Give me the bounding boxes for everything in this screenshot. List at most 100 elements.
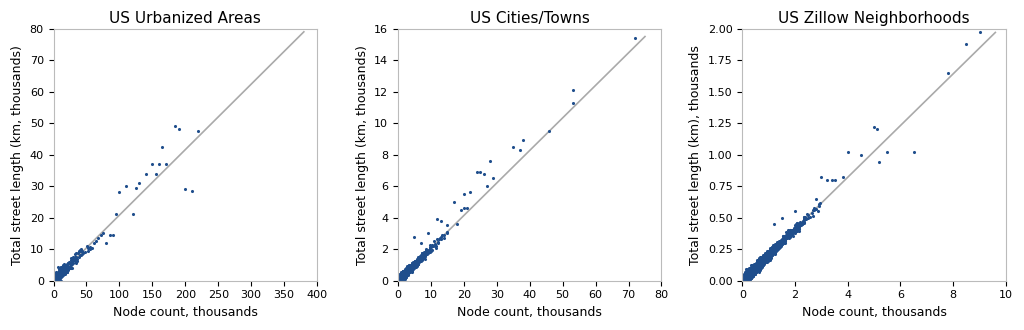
Point	[754, 255, 770, 260]
Point	[393, 271, 410, 277]
Point	[740, 274, 757, 279]
Point	[394, 271, 411, 276]
Point	[67, 256, 83, 261]
Point	[744, 271, 761, 277]
Point	[743, 268, 760, 273]
Point	[734, 278, 751, 283]
Point	[753, 258, 769, 263]
Point	[398, 267, 415, 272]
Point	[763, 255, 779, 260]
Point	[740, 273, 757, 278]
Point	[738, 275, 755, 280]
Point	[787, 229, 804, 234]
Point	[744, 267, 761, 273]
Point	[775, 240, 792, 245]
Point	[410, 259, 426, 265]
Point	[397, 270, 414, 275]
Point	[746, 265, 763, 270]
Point	[757, 254, 773, 260]
Point	[781, 232, 798, 237]
Point	[190, 128, 207, 134]
Point	[737, 276, 754, 281]
Point	[739, 274, 756, 279]
Point	[736, 272, 753, 278]
Point	[738, 278, 755, 283]
Point	[735, 278, 752, 283]
Point	[751, 262, 767, 268]
Point	[745, 264, 762, 270]
Point	[751, 263, 767, 269]
Point	[736, 275, 753, 280]
Point	[390, 278, 407, 283]
Point	[743, 273, 760, 279]
Point	[735, 277, 752, 282]
Point	[404, 264, 421, 270]
Point	[763, 251, 779, 256]
Point	[414, 257, 430, 262]
Point	[739, 272, 756, 277]
Point	[59, 263, 76, 268]
Point	[420, 231, 436, 236]
Point	[739, 269, 756, 274]
Point	[736, 274, 753, 280]
Point	[412, 258, 428, 263]
Point	[46, 277, 62, 282]
Point	[748, 265, 764, 270]
Point	[750, 263, 766, 268]
Point	[737, 278, 754, 283]
Point	[765, 249, 781, 254]
Point	[46, 278, 62, 283]
Point	[765, 247, 781, 252]
Point	[734, 275, 751, 280]
Point	[392, 274, 409, 280]
Point	[780, 234, 797, 239]
Point	[51, 273, 68, 279]
Point	[760, 251, 776, 257]
Point	[739, 273, 756, 278]
Point	[743, 270, 760, 275]
Point	[736, 274, 753, 279]
Point	[735, 278, 752, 283]
Point	[743, 272, 760, 278]
Point	[82, 247, 98, 252]
Point	[735, 275, 752, 280]
Point	[735, 278, 752, 283]
Point	[741, 271, 758, 276]
Point	[742, 272, 759, 278]
Point	[750, 263, 766, 268]
Point	[765, 247, 781, 252]
Point	[768, 248, 784, 253]
Point	[741, 269, 758, 275]
Point	[751, 264, 767, 270]
Point	[736, 277, 753, 282]
Point	[748, 262, 764, 267]
Point	[745, 264, 762, 270]
Point	[739, 272, 756, 278]
Point	[744, 267, 761, 273]
Point	[53, 264, 70, 270]
Point	[871, 160, 888, 165]
Point	[767, 248, 783, 253]
Point	[400, 267, 417, 272]
Point	[391, 277, 408, 282]
Point	[745, 270, 762, 275]
Point	[61, 261, 78, 266]
Point	[736, 276, 753, 281]
Point	[738, 270, 755, 276]
Point	[734, 278, 751, 283]
Point	[739, 278, 756, 283]
Point	[739, 275, 756, 280]
Point	[396, 272, 413, 278]
Point	[744, 269, 761, 274]
Point	[736, 277, 753, 282]
Point	[786, 226, 803, 231]
Point	[751, 260, 767, 265]
Point	[738, 272, 755, 277]
Point	[394, 276, 411, 281]
Point	[758, 254, 774, 260]
Point	[396, 269, 413, 275]
Point	[756, 255, 772, 261]
Point	[394, 274, 411, 279]
Point	[48, 271, 65, 277]
Point	[762, 247, 778, 252]
